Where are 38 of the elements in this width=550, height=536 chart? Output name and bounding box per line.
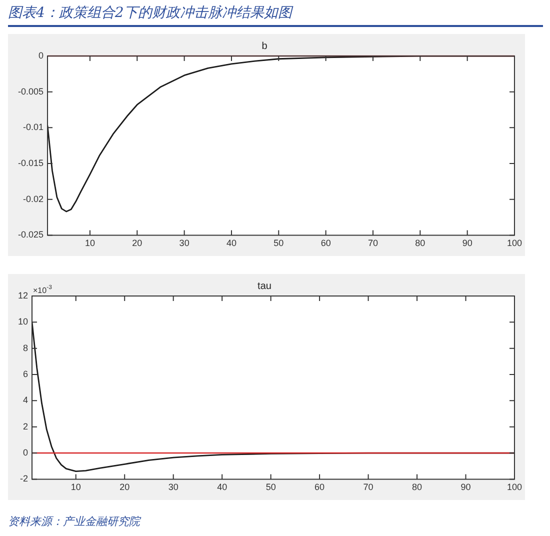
x-tick-label: 40 bbox=[226, 238, 236, 248]
x-tick-label: 90 bbox=[460, 482, 471, 492]
y-tick-label: 12 bbox=[18, 290, 28, 300]
y-tick-label: -0.005 bbox=[18, 86, 44, 96]
x-tick-label: 100 bbox=[506, 238, 522, 248]
chart-title: tau bbox=[258, 280, 272, 292]
y-tick-label: -0.02 bbox=[23, 194, 44, 204]
x-tick-label: 10 bbox=[70, 482, 81, 492]
x-tick-label: 70 bbox=[368, 238, 378, 248]
y-tick-label: 0 bbox=[38, 50, 44, 60]
x-tick-label: 50 bbox=[274, 238, 284, 248]
x-tick-label: 30 bbox=[168, 482, 178, 492]
x-tick-label: 40 bbox=[217, 482, 228, 492]
x-tick-label: 60 bbox=[320, 238, 331, 248]
x-tick-label: 100 bbox=[506, 482, 522, 492]
y-tick-label: 0 bbox=[22, 448, 28, 458]
x-tick-label: 80 bbox=[412, 482, 422, 492]
y-tick-label: 6 bbox=[22, 369, 28, 379]
chart-subtitle: b bbox=[262, 40, 268, 52]
y-tick-label: -0.025 bbox=[18, 230, 44, 240]
x-tick-label: 20 bbox=[132, 238, 142, 248]
x-tick-label: 70 bbox=[363, 482, 374, 492]
y-tick-label: 8 bbox=[22, 342, 28, 353]
chart-title: 图表4：政策组合2下的财政冲击脉冲结果如图 bbox=[8, 4, 292, 22]
x-tick-label: 30 bbox=[179, 238, 190, 248]
text: 资料来源：产业金融研究院 bbox=[8, 514, 140, 529]
x-tick-label: 20 bbox=[120, 482, 130, 492]
y-tick-label: 10 bbox=[18, 316, 28, 327]
y-tick-label: 4 bbox=[22, 395, 28, 406]
x-tick-label: 80 bbox=[415, 238, 426, 248]
y-tick-label: 2 bbox=[22, 421, 28, 432]
x-tick-label: 10 bbox=[84, 238, 95, 248]
x-tick-label: 50 bbox=[266, 482, 276, 492]
y-tick-label: -0.015 bbox=[18, 158, 44, 168]
x-tick-label: 90 bbox=[462, 238, 472, 248]
y-tick-label: -2 bbox=[20, 474, 28, 484]
x-tick-label: 60 bbox=[314, 482, 325, 492]
y-tick-label: -0.01 bbox=[23, 122, 44, 132]
